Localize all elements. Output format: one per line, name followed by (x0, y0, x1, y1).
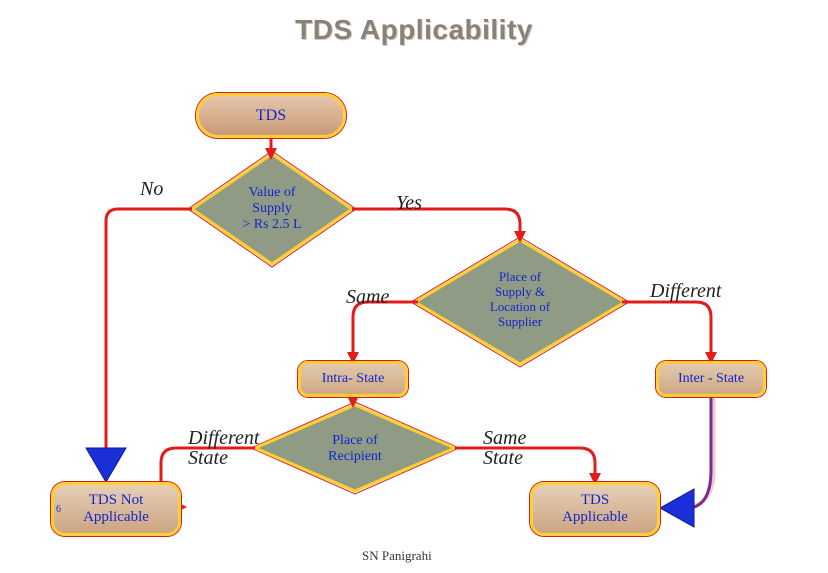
svg-text:> Rs 2.5 L: > Rs 2.5 L (242, 217, 301, 232)
slide-number: 6 (56, 504, 61, 515)
edge-inter-to-applicable (660, 397, 714, 527)
svg-text:Supply: Supply (252, 201, 292, 216)
svg-text:Place of: Place of (332, 433, 378, 448)
label-different: Different (650, 280, 721, 303)
tds-yes-line2: Applicable (562, 509, 628, 525)
svg-text:Supply &: Supply & (495, 284, 545, 299)
label-diff-state-2: State (188, 447, 228, 470)
edge-value-no (86, 209, 192, 482)
svg-text:Recipient: Recipient (328, 449, 382, 464)
svg-text:Location of: Location of (490, 299, 551, 314)
node-start-tds: TDS (196, 93, 346, 138)
author-credit: SN Panigrahi (362, 548, 432, 564)
decision-place-of-recipient: Place of Recipient (251, 402, 459, 494)
decision-place-of-supply: Place of Supply & Location of Supplier (411, 237, 629, 367)
flowchart-stage: TDS Applicability Value of Supply > Rs 2… (0, 0, 828, 573)
svg-text:Supplier: Supplier (498, 314, 543, 329)
tds-no-line2: Applicable (83, 509, 149, 525)
edge-recipient-same (455, 448, 601, 485)
label-same: Same (346, 286, 389, 309)
node-intra-state: Intra- State (298, 361, 408, 397)
edge-place-different (622, 302, 717, 364)
tds-yes-line1: TDS (581, 492, 609, 508)
label-yes: Yes (396, 192, 422, 215)
edge-value-yes (352, 209, 526, 243)
svg-text:Place of: Place of (499, 269, 542, 284)
tds-no-line1: TDS Not (89, 492, 144, 508)
label-same-state-2: State (483, 447, 523, 470)
node-tds-not-applicable: TDS Not Applicable (51, 482, 181, 536)
edge-place-same (347, 302, 418, 364)
node-inter-state: Inter - State (656, 361, 766, 397)
svg-text:Value of: Value of (248, 185, 295, 200)
label-no: No (140, 178, 163, 201)
decision-value-of-supply: Value of Supply > Rs 2.5 L (188, 151, 356, 267)
node-tds-applicable: TDS Applicable (530, 482, 660, 536)
